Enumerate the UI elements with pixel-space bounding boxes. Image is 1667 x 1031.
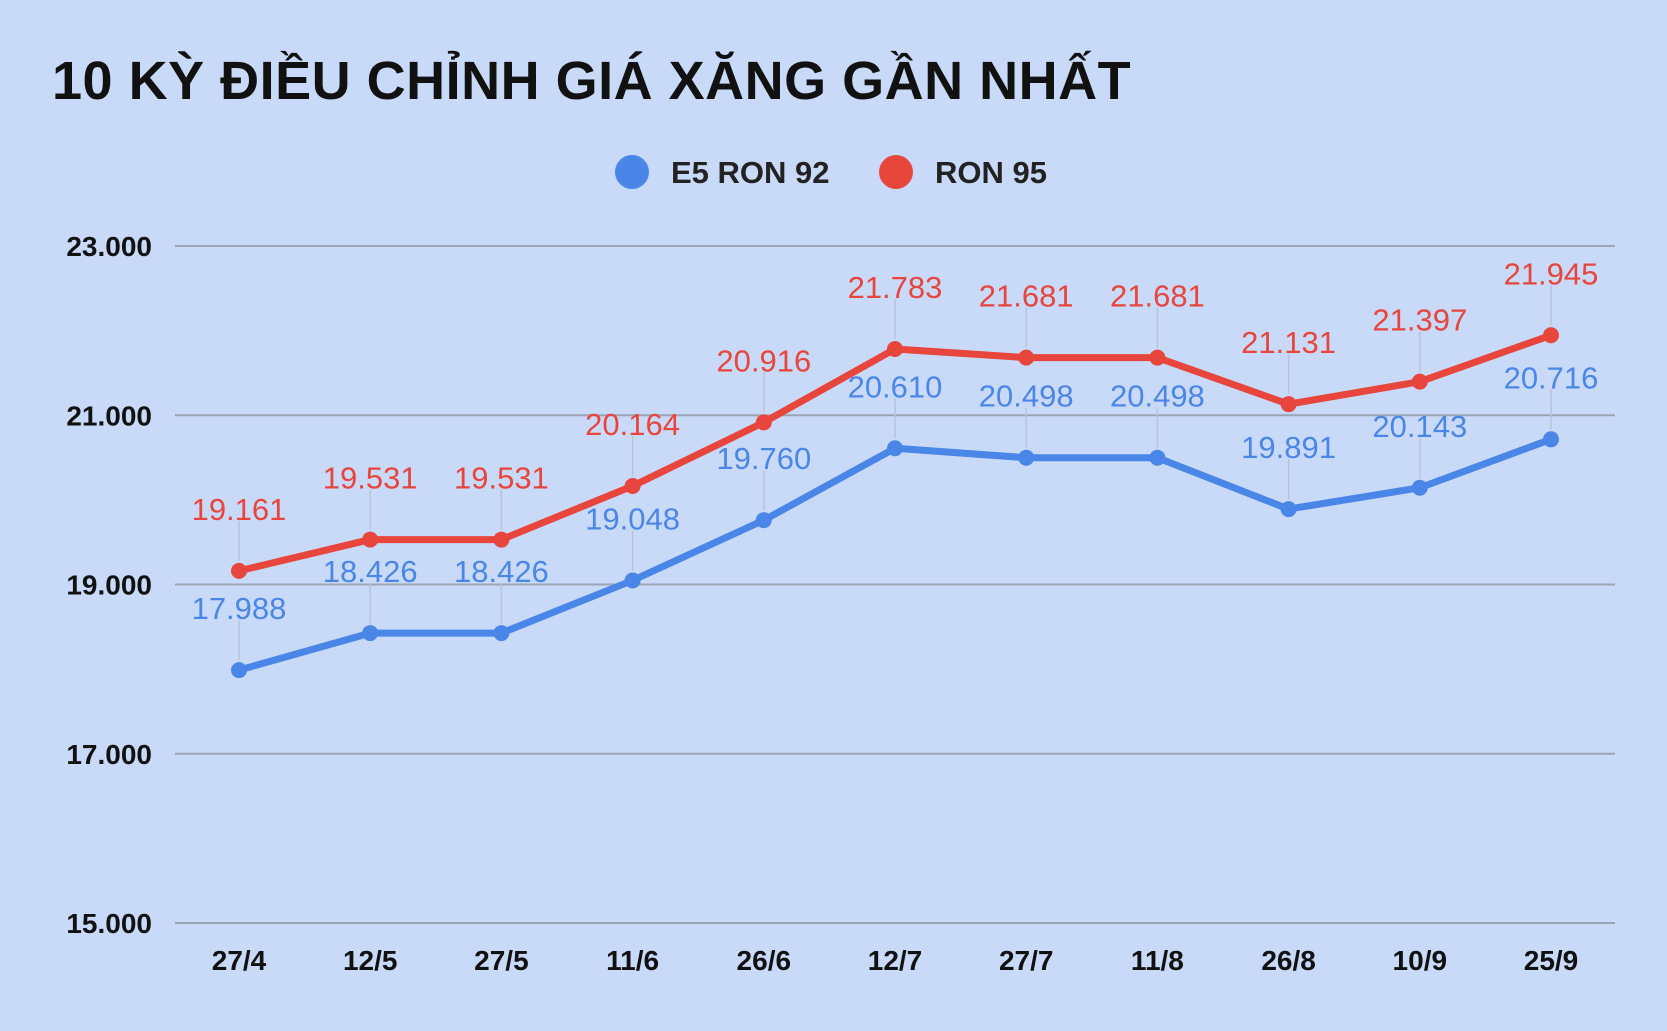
data-label: 19.760 (716, 441, 811, 476)
data-point (1018, 349, 1035, 366)
data-point (755, 512, 772, 529)
data-point (493, 625, 510, 642)
data-label: 21.681 (979, 279, 1074, 314)
data-point (1411, 373, 1428, 390)
data-label: 19.531 (454, 461, 549, 496)
x-tick-label: 12/7 (868, 945, 923, 976)
data-point (1543, 327, 1559, 344)
data-label: 20.716 (1504, 360, 1599, 395)
x-tick-label: 11/8 (1131, 945, 1184, 976)
data-label: 21.131 (1241, 325, 1336, 360)
y-tick-label: 23.000 (66, 231, 152, 262)
x-tick-label: 27/5 (474, 945, 529, 976)
data-point (1018, 449, 1035, 466)
data-point (624, 572, 641, 589)
data-label: 21.945 (1504, 256, 1599, 291)
data-point (1280, 396, 1297, 413)
data-label: 17.988 (192, 591, 287, 626)
data-label: 19.531 (323, 461, 418, 496)
y-tick-label: 15.000 (66, 908, 152, 939)
data-label: 20.498 (1110, 379, 1205, 414)
x-tick-label: 11/6 (606, 945, 659, 976)
y-tick-label: 21.000 (66, 400, 152, 431)
data-point (1280, 501, 1297, 518)
data-label: 18.426 (454, 554, 549, 589)
data-point (231, 562, 247, 579)
y-tick-label: 19.000 (66, 570, 152, 601)
data-label: 19.161 (192, 492, 287, 527)
data-label: 18.426 (323, 554, 418, 589)
data-label: 21.397 (1372, 303, 1467, 338)
data-point (1543, 431, 1559, 448)
data-label: 19.891 (1241, 430, 1336, 465)
x-tick-label: 25/9 (1524, 945, 1579, 976)
x-tick-label: 10/9 (1393, 945, 1448, 976)
data-point (1149, 349, 1166, 366)
data-point (624, 477, 641, 494)
x-tick-label: 26/6 (737, 945, 792, 976)
series-line (235, 435, 1555, 674)
x-tick-label: 26/8 (1261, 945, 1316, 976)
data-point (231, 662, 247, 679)
data-point (362, 625, 379, 642)
data-point (493, 531, 510, 548)
data-label: 21.681 (1110, 279, 1205, 314)
x-tick-label: 27/4 (212, 945, 267, 976)
data-point (362, 531, 379, 548)
y-tick-label: 17.000 (66, 739, 152, 770)
legend-marker (615, 155, 649, 189)
legend-label: RON 95 (935, 155, 1047, 190)
data-label: 20.610 (848, 369, 943, 404)
legend-label: E5 RON 92 (671, 155, 830, 190)
data-label: 20.916 (716, 343, 811, 378)
x-tick-label: 12/5 (343, 945, 398, 976)
data-label: 20.164 (585, 407, 680, 442)
data-point (887, 340, 903, 357)
data-label: 21.783 (848, 270, 943, 305)
data-label: 20.143 (1372, 409, 1467, 444)
data-point (755, 414, 772, 431)
data-point (1149, 449, 1166, 466)
chart-title: 10 KỲ ĐIỀU CHỈNH GIÁ XĂNG GẦN NHẤT (52, 51, 1132, 111)
legend-marker (879, 155, 913, 189)
data-label: 20.498 (979, 379, 1074, 414)
data-point (1411, 479, 1428, 496)
data-label: 19.048 (585, 501, 680, 536)
x-tick-label: 27/7 (999, 945, 1054, 976)
data-point (887, 440, 903, 457)
